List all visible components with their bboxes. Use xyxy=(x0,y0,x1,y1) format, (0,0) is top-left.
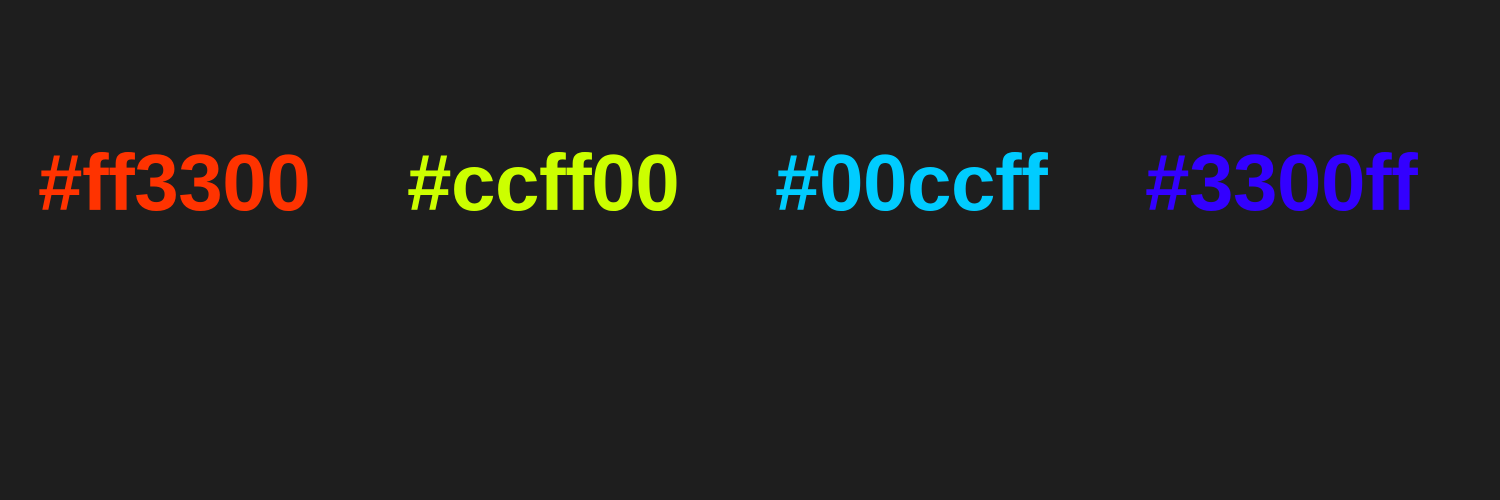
color-code-label-lime: #ccff00 xyxy=(407,138,680,227)
color-code-label-red-orange: #ff3300 xyxy=(38,138,311,227)
color-code-label-cyan: #00ccff xyxy=(775,138,1048,227)
color-code-label-blue: #3300ff xyxy=(1145,138,1418,227)
